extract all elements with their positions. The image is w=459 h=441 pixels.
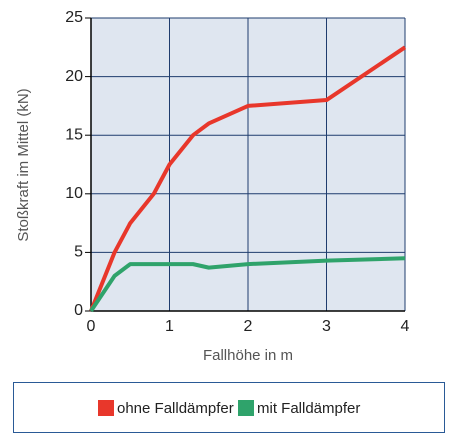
line-series [89, 256, 406, 313]
x-tick-label: 3 [322, 318, 331, 335]
legend-label: ohne Falldämpfer [117, 400, 234, 417]
y-tick-label: 20 [65, 68, 83, 85]
y-tick-label: 0 [74, 302, 83, 319]
x-axis-label: Fallhöhe in m [203, 347, 293, 364]
x-tick-label: 1 [165, 318, 174, 335]
legend-box [13, 382, 445, 433]
legend-label: mit Falldämpfer [257, 400, 360, 417]
y-tick-label: 25 [65, 9, 83, 26]
line-series [89, 45, 407, 312]
x-tick-label: 4 [401, 318, 410, 335]
legend-swatch [98, 400, 114, 416]
y-axis-label: Stoßkraft im Mittel (kN) [15, 88, 32, 241]
y-tick-label: 10 [65, 185, 83, 202]
x-tick-label: 2 [244, 318, 253, 335]
y-tick-label: 5 [74, 244, 83, 261]
y-tick-label: 15 [65, 126, 83, 143]
x-tick-label: 0 [87, 318, 96, 335]
legend-swatch [238, 400, 254, 416]
